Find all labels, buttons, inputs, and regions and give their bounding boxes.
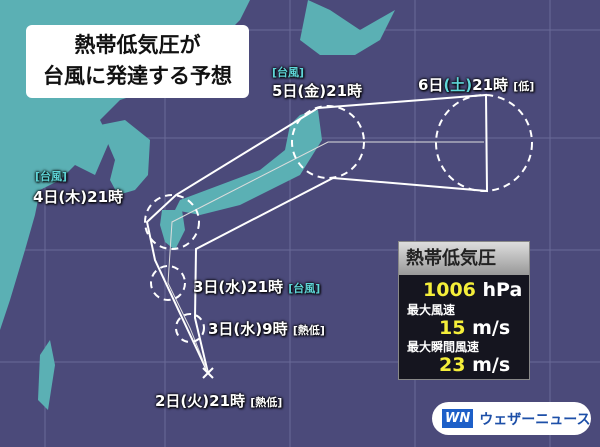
- label-6d-status: [低]: [513, 80, 535, 93]
- max-gust-label: 最大瞬間風速: [407, 340, 480, 354]
- info-panel: 熱帯低気圧 1006 hPa 最大風速 15 m/s 最大瞬間風速 23 m/s: [398, 241, 530, 380]
- label-3d-21h: 3日(水)21時 [台風]: [193, 276, 320, 297]
- max-wind-unit: m/s: [472, 317, 511, 339]
- label-4d-status: [台風]: [35, 170, 68, 183]
- label-3d-21h-date: 3日(水)21時: [193, 278, 284, 296]
- korea: [100, 120, 150, 195]
- pressure-value: 1006: [423, 279, 476, 301]
- forecast-cone: [145, 93, 489, 374]
- max-wind-row: 15 m/s: [399, 318, 529, 338]
- max-wind-value: 15: [439, 317, 466, 339]
- wn-logo-mark: WN: [442, 409, 474, 428]
- pressure-unit: hPa: [482, 279, 523, 301]
- title-box: 熱帯低気圧が 台風に発達する予想: [26, 25, 249, 98]
- label-3d-21h-status: [台風]: [288, 282, 321, 295]
- label-6d-hour: 21時: [472, 76, 509, 94]
- circle-6d: [435, 94, 533, 192]
- label-6d: 6日(土)21時 [低]: [418, 74, 534, 95]
- label-2d-date: 2日(火)21時: [155, 392, 246, 410]
- label-5d-date: 5日(金)21時: [272, 82, 363, 100]
- probability-circles: [144, 94, 533, 343]
- label-6d-day: 6日: [418, 76, 444, 94]
- kyushu: [160, 210, 185, 250]
- hokkaido: [300, 0, 395, 55]
- circle-4d: [144, 194, 200, 250]
- pressure-row: 1006 hPa: [399, 279, 529, 301]
- label-3d-9h-date: 3日(水)9時: [208, 320, 288, 338]
- max-gust-row: 23 m/s: [399, 355, 529, 375]
- title-line2: 台風に発達する予想: [43, 64, 232, 88]
- label-4d-date: 4日(木)21時: [33, 188, 124, 206]
- circle-3d-21h: [150, 265, 186, 301]
- label-3d-9h: 3日(水)9時 [熱低]: [208, 318, 325, 339]
- max-wind-label: 最大風速: [407, 303, 456, 317]
- circle-5d: [291, 105, 365, 179]
- title-line1: 熱帯低気圧が: [74, 33, 201, 57]
- label-3d-9h-status: [熱低]: [292, 324, 325, 337]
- honshu: [175, 110, 322, 215]
- max-gust-unit: m/s: [472, 354, 511, 376]
- circle-3d-9h: [175, 313, 205, 343]
- taiwan: [38, 340, 55, 410]
- max-gust-value: 23: [439, 354, 466, 376]
- current-position-x-icon: [202, 367, 214, 379]
- label-6d-weekday: (土): [443, 76, 473, 94]
- logo-name: ウェザーニュース: [479, 411, 591, 428]
- label-5d-status: [台風]: [272, 66, 305, 79]
- label-2d-status: [熱低]: [250, 396, 283, 409]
- track-line: [167, 141, 484, 374]
- weathernews-logo: WN ウェザーニュース: [432, 402, 591, 435]
- info-header: 熱帯低気圧: [399, 242, 529, 275]
- label-2d: 2日(火)21時 [熱低]: [155, 390, 282, 411]
